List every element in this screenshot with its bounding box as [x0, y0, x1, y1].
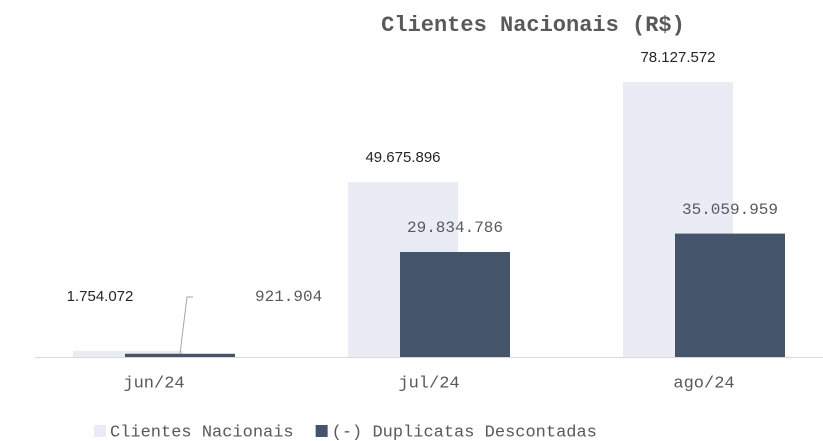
legend-swatch [94, 425, 106, 437]
data-label: 49.675.896 [365, 149, 440, 166]
data-label: 78.127.572 [640, 49, 715, 66]
data-label: 921.904 [255, 288, 322, 306]
data-label: 35.059.959 [682, 201, 778, 219]
bar [125, 353, 235, 357]
bar [675, 233, 785, 357]
bar [400, 251, 510, 357]
legend-swatch [315, 425, 328, 437]
leader-line [179, 296, 193, 354]
x-tick-label: jun/24 [123, 374, 184, 393]
data-label: 29.834.786 [407, 219, 503, 237]
x-tick-label: jul/24 [398, 374, 459, 393]
x-tick-label: ago/24 [673, 374, 734, 393]
legend-label: (-) Duplicatas Descontadas [332, 423, 597, 441]
chart-title: Clientes Nacionais (R$) [381, 13, 685, 38]
data-label: 1.754.072 [67, 288, 134, 305]
legend-label: Clientes Nacionais [110, 423, 294, 441]
